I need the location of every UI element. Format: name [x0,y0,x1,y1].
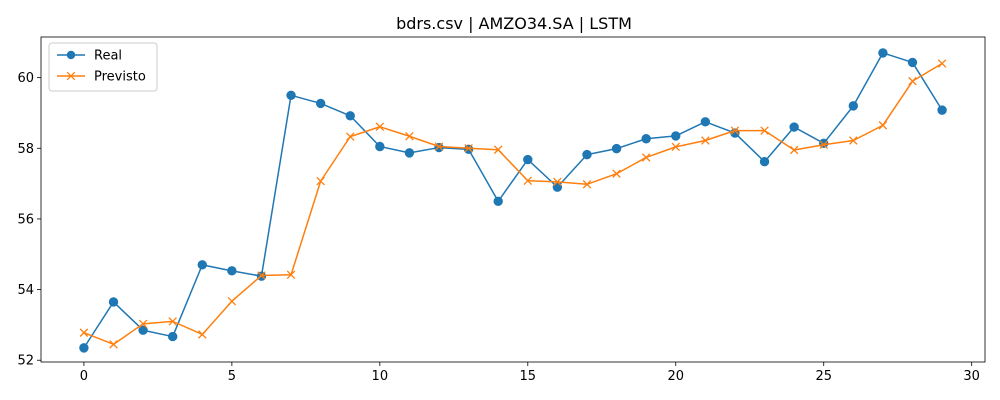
data-point [316,176,325,186]
data-point [819,138,829,149]
data-point [878,48,888,58]
data-point [434,142,444,151]
data-point [108,297,119,307]
data-point [523,176,533,186]
chart-title: bdrs.csv | AMZO34.SA | LSTM [396,14,632,33]
data-point [641,153,651,162]
data-point [493,196,503,206]
series-previsto [79,59,947,349]
data-point [523,154,533,165]
data-point [907,57,918,68]
data-point [197,260,207,270]
data-point [315,98,326,109]
data-point [937,59,947,68]
data-point [582,149,592,160]
series-line [83,62,943,346]
legend-marker [66,50,76,60]
data-point [168,317,177,326]
data-point [789,145,799,155]
data-point [553,177,562,187]
data-point [701,136,710,145]
y-tick-label: 54 [17,283,34,298]
data-point [404,148,415,158]
x-tick-label: 15 [520,369,537,384]
data-point [286,90,296,100]
data-point [463,144,474,155]
data-point [138,319,148,329]
data-point [582,180,592,189]
y-tick-label: 56 [17,212,34,227]
data-point [641,134,651,144]
data-point [227,266,237,276]
data-point [79,343,89,353]
series-line [83,52,943,349]
x-tick-label: 5 [228,369,236,384]
data-point [789,122,799,132]
legend-marker [66,71,76,81]
x-tick-label: 20 [667,369,684,384]
series-layer [79,48,947,353]
data-point [730,126,740,135]
data-point [79,328,89,337]
y-axis: 52 54 56 58 60 [17,71,41,369]
data-point [198,330,207,339]
y-tick-label: 60 [17,71,34,86]
data-point [109,340,118,349]
y-tick-label: 58 [17,142,34,157]
data-point [759,157,770,167]
data-point [257,271,266,280]
series-real [79,48,947,353]
data-point [375,122,385,131]
data-point [286,270,296,280]
data-point [434,142,444,153]
data-point [760,126,769,135]
axes-frame [40,36,986,363]
legend-label: Previsto [94,70,146,85]
data-point [345,132,355,141]
legend-item-previsto: Previsto [57,70,146,85]
data-point [849,136,858,145]
data-point [138,325,148,335]
data-point [612,169,621,178]
data-point [611,143,622,154]
data-point [819,140,828,150]
data-point [493,145,503,154]
data-point [878,121,888,130]
y-tick-label: 52 [17,354,34,369]
data-point [671,131,681,141]
data-point [552,182,563,192]
x-tick-label: 25 [815,369,832,384]
data-point [167,331,178,342]
legend-label: Real [94,49,122,64]
legend-item-real: Real [57,49,122,64]
data-point [375,141,385,152]
x-tick-label: 0 [80,369,88,384]
data-point [464,144,473,153]
legend: Real Previsto [48,42,158,92]
data-point [405,132,414,141]
data-point [908,76,917,86]
data-point [345,111,355,121]
data-point [671,142,681,152]
x-axis: 0 5 10 15 20 25 30 [80,362,980,384]
data-point [848,101,859,111]
plot-area [40,36,986,363]
x-tick-label: 30 [963,369,980,384]
data-point [700,117,711,127]
x-tick-label: 10 [372,369,389,384]
data-point [937,105,947,115]
data-point [227,296,237,306]
